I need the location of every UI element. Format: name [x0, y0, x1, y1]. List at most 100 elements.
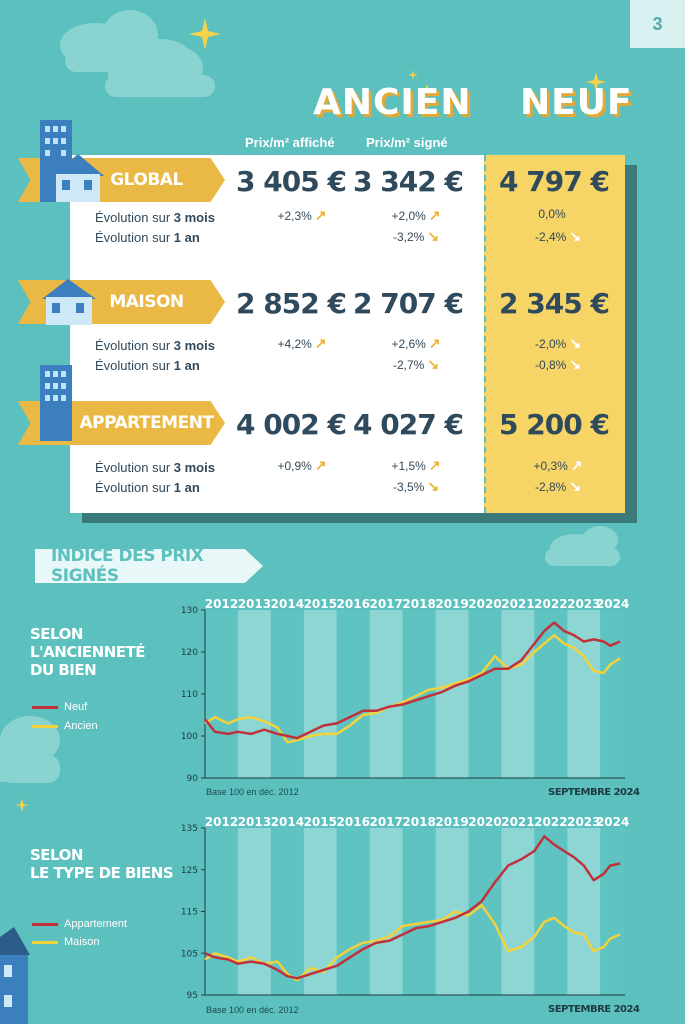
- y-tick-label: 100: [181, 732, 198, 742]
- x-tick-label: 2015: [304, 597, 337, 611]
- appartement-neuf-1a: -2,8% ↘: [534, 478, 582, 494]
- maison-evo-1a-label: Évolution sur 1 an: [95, 358, 200, 373]
- series-line-ancien: [204, 633, 621, 744]
- chart2-date: SEPTEMBRE 2024: [548, 1004, 640, 1015]
- global-prix-signe: 3 342 €: [353, 165, 464, 198]
- y-tick-label: 110: [181, 690, 198, 700]
- chart-anciennete: 2012 2013 2014 2015 2016 2017 2018 2019 2020 2021…: [181, 597, 630, 784]
- arrow-down-icon: ↘: [569, 356, 582, 372]
- x-tick-label: 2024: [596, 597, 629, 611]
- year-band: [336, 610, 370, 778]
- x-tick-label: 2021: [501, 815, 534, 829]
- y-tick-label: 135: [181, 824, 198, 834]
- year-band: [205, 828, 238, 995]
- year-band: [237, 610, 271, 778]
- x-tick-label: 2016: [337, 815, 370, 829]
- x-tick-label: 2022: [534, 597, 567, 611]
- appartement-affiche-3m: +0,9% ↗: [277, 457, 327, 473]
- x-tick-label: 2020: [468, 597, 501, 611]
- y-tick-label: 130: [181, 606, 198, 616]
- chart2-legend-maison: Maison: [32, 936, 99, 948]
- year-band: [237, 828, 271, 995]
- neuf-column-panel: [484, 155, 625, 513]
- maison-signe-3m: +2,6% ↗: [391, 335, 441, 351]
- x-tick-label: 2018: [402, 815, 435, 829]
- year-band: [567, 610, 601, 778]
- chart-type-biens: 2012 2013 2014 2015 2016 2017 2018 2019 2020 2021…: [181, 815, 630, 1001]
- year-band: [270, 828, 304, 995]
- series-line-maison: [204, 903, 621, 982]
- chart1-date: SEPTEMBRE 2024: [548, 787, 640, 798]
- appartement-signe-3m: +1,5% ↗: [391, 457, 441, 473]
- house-icon: [42, 279, 96, 325]
- chart1-note: Base 100 en déc. 2012: [206, 787, 299, 797]
- year-band: [270, 610, 304, 778]
- appartement-evo-1a-label: Évolution sur 1 an: [95, 480, 200, 495]
- year-band: [600, 610, 625, 778]
- global-neuf-3m: 0,0%: [538, 207, 566, 221]
- year-band: [369, 610, 403, 778]
- arrow-up-icon: ↗: [314, 207, 327, 223]
- y-tick-label: 120: [181, 648, 198, 658]
- maison-neuf-3m: -2,0% ↘: [534, 335, 582, 351]
- y-tick-label: 105: [181, 949, 198, 959]
- section-banner: INDICE DES PRIX SIGNÉS: [35, 549, 263, 583]
- arrow-down-icon: ↘: [569, 335, 582, 351]
- maison-neuf-1a: -0,8% ↘: [534, 356, 582, 372]
- global-evo-3m-label: Évolution sur 3 mois: [95, 210, 215, 225]
- x-tick-label: 2012: [205, 597, 238, 611]
- year-band: [600, 828, 625, 995]
- year-band: [336, 828, 370, 995]
- global-neuf-1a: -2,4% ↘: [534, 228, 582, 244]
- global-prix-neuf: 4 797 €: [499, 165, 610, 198]
- y-tick-label: 95: [187, 991, 198, 1001]
- chart2-title: SELON LE TYPE DE BIENS: [30, 846, 174, 882]
- year-band: [534, 828, 568, 995]
- arrow-up-icon: ↗: [314, 457, 327, 473]
- maison-evo-3m-label: Évolution sur 3 mois: [95, 338, 215, 353]
- arrow-up-icon: ↗: [314, 335, 327, 351]
- chart2-legend-appartement: Appartement: [32, 918, 127, 930]
- x-tick-label: 2013: [238, 597, 271, 611]
- x-tick-label: 2014: [271, 815, 304, 829]
- maison-prix-neuf: 2 345 €: [499, 287, 610, 320]
- x-tick-label: 2012: [205, 815, 238, 829]
- appartement-prix-neuf: 5 200 €: [499, 408, 610, 441]
- x-tick-label: 2020: [468, 815, 501, 829]
- x-tick-label: 2019: [435, 815, 468, 829]
- x-tick-label: 2017: [369, 597, 402, 611]
- apartment-building-icon: [40, 365, 72, 441]
- x-tick-label: 2013: [238, 815, 271, 829]
- series-line-neuf: [204, 621, 621, 740]
- year-band: [534, 610, 568, 778]
- year-band: [567, 828, 601, 995]
- year-band: [501, 610, 535, 778]
- maison-affiche-3m: +4,2% ↗: [277, 335, 327, 351]
- year-band: [435, 828, 469, 995]
- arrow-up-icon: ↗: [428, 335, 441, 351]
- header-ancien: ANCIEN: [313, 82, 472, 123]
- x-tick-label: 2024: [596, 815, 629, 829]
- appartement-neuf-3m: +0,3% ↗: [533, 457, 583, 473]
- header-neuf: NEUF: [520, 82, 633, 123]
- maison-prix-affiche: 2 852 €: [236, 287, 347, 320]
- chart1-legend-ancien: Ancien: [32, 720, 98, 732]
- year-band: [303, 610, 337, 778]
- arrow-down-icon: ↘: [427, 478, 440, 494]
- building-house-icon: [40, 120, 104, 202]
- page-number: 3: [630, 0, 685, 48]
- x-tick-label: 2015: [304, 815, 337, 829]
- header-prix-affiche: Prix/m² affiché: [245, 135, 335, 150]
- y-tick-label: 90: [187, 774, 199, 784]
- global-affiche-3m: +2,3% ↗: [277, 207, 327, 223]
- arrow-down-icon: ↘: [427, 228, 440, 244]
- x-tick-label: 2023: [567, 815, 600, 829]
- maison-signe-1a: -2,7% ↘: [392, 356, 440, 372]
- chart1-legend-neuf: Neuf: [32, 701, 87, 713]
- x-tick-label: 2023: [567, 597, 600, 611]
- series-line-appartement: [204, 835, 621, 980]
- appartement-evo-3m-label: Évolution sur 3 mois: [95, 460, 215, 475]
- year-band: [402, 828, 436, 995]
- arrow-down-icon: ↘: [569, 228, 582, 244]
- chart2-note: Base 100 en déc. 2012: [206, 1005, 299, 1015]
